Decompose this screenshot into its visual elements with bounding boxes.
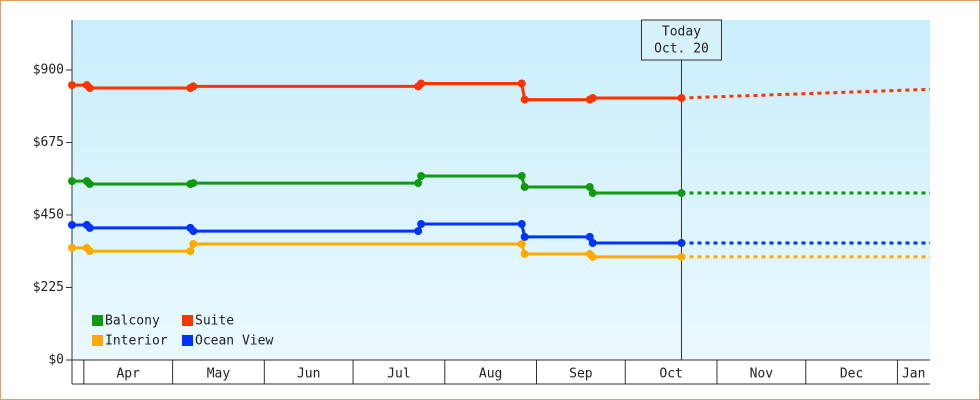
- price-point: [517, 171, 526, 180]
- y-tick-label: $225: [33, 280, 64, 295]
- price-point: [68, 220, 76, 229]
- price-point: [677, 239, 686, 248]
- price-point: [417, 220, 426, 228]
- y-tick-label: $900: [33, 62, 64, 77]
- y-tick-label: $450: [33, 207, 64, 222]
- price-point: [517, 79, 526, 88]
- price-point: [520, 232, 529, 241]
- price-point: [68, 81, 76, 90]
- price-point: [520, 182, 529, 191]
- price-point: [68, 177, 76, 186]
- price-point: [520, 95, 529, 104]
- price-point: [520, 249, 529, 258]
- legend-swatch: [182, 315, 193, 326]
- legend-label: Ocean View: [195, 334, 273, 349]
- price-point: [85, 180, 94, 189]
- today-box: [640, 19, 722, 61]
- price-point: [588, 252, 597, 261]
- legend-label: Balcony: [105, 314, 160, 329]
- price-point: [189, 179, 198, 188]
- price-point: [189, 239, 198, 248]
- price-point: [585, 182, 594, 191]
- price-point: [517, 239, 526, 248]
- price-point: [585, 232, 594, 241]
- legend-label: Suite: [195, 314, 234, 329]
- legend-swatch: [92, 335, 103, 346]
- price-point: [414, 179, 423, 188]
- price-point: [186, 247, 195, 256]
- price-point: [85, 223, 94, 232]
- y-tick-label: $675: [33, 135, 64, 150]
- y-tick-label: $0: [48, 353, 64, 368]
- today-label: Today: [662, 25, 701, 40]
- x-tick-label: Apr: [116, 367, 140, 382]
- price-point: [85, 84, 94, 92]
- x-tick-label: Jan: [902, 367, 925, 382]
- price-point: [517, 220, 526, 228]
- price-point: [417, 79, 426, 88]
- price-point: [588, 93, 597, 102]
- plot-area: [72, 20, 930, 360]
- price-point: [189, 227, 198, 236]
- price-point: [677, 189, 686, 198]
- x-tick-label: Sep: [569, 367, 593, 382]
- x-tick-label: Jun: [297, 367, 320, 382]
- x-tick-label: Jul: [387, 367, 410, 382]
- x-tick-label: Nov: [750, 367, 774, 382]
- legend-swatch: [92, 315, 103, 326]
- price-point: [677, 93, 686, 102]
- price-point: [85, 247, 94, 256]
- legend-swatch: [182, 335, 193, 346]
- price-point: [677, 252, 686, 261]
- price-point: [417, 171, 426, 180]
- x-tick-label: Aug: [479, 367, 502, 382]
- price-point: [68, 243, 76, 252]
- price-point: [189, 82, 198, 91]
- legend-label: Interior: [105, 334, 168, 349]
- x-tick-label: Dec: [840, 367, 863, 382]
- price-point: [588, 189, 597, 198]
- price-point: [414, 227, 423, 236]
- x-tick-label: May: [207, 367, 231, 382]
- today-label: Oct. 20: [654, 42, 709, 57]
- price-point: [588, 239, 597, 248]
- x-tick-label: Oct: [659, 367, 682, 382]
- forecast-line: [681, 87, 931, 100]
